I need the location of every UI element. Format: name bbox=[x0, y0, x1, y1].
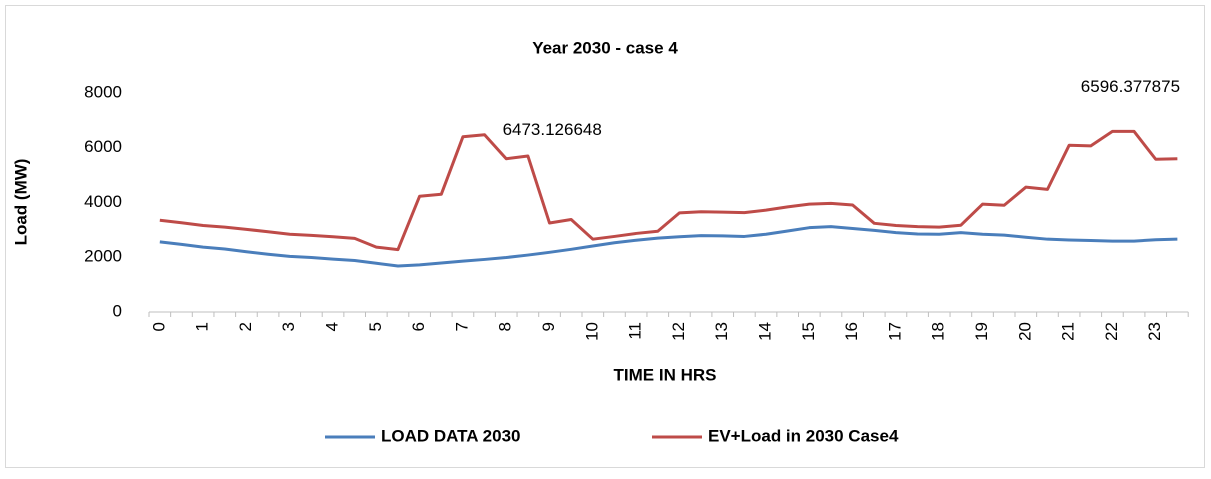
y-tick-label: 0 bbox=[113, 301, 122, 320]
y-tick-label: 2000 bbox=[84, 247, 122, 266]
x-tick-label: 21 bbox=[1059, 322, 1078, 341]
x-tick-label: 20 bbox=[1015, 322, 1034, 341]
y-tick-label: 4000 bbox=[84, 192, 122, 211]
x-tick-label: 1 bbox=[193, 322, 212, 331]
x-tick-label: 16 bbox=[842, 322, 861, 341]
y-axis-title: Load (MW) bbox=[11, 159, 30, 246]
x-tick-label: 12 bbox=[669, 322, 688, 341]
x-tick-label: 7 bbox=[452, 322, 471, 331]
x-axis-title: TIME IN HRS bbox=[614, 365, 717, 384]
x-tick-label: 3 bbox=[279, 322, 298, 331]
x-tick-label: 2 bbox=[236, 322, 255, 331]
legend-label: EV+Load in 2030 Case4 bbox=[708, 426, 899, 445]
y-tick-label: 8000 bbox=[84, 82, 122, 101]
x-tick-label: 22 bbox=[1102, 322, 1121, 341]
x-tick-label: 14 bbox=[756, 322, 775, 341]
chart-title: Year 2030 - case 4 bbox=[532, 38, 678, 57]
x-tick-label: 4 bbox=[323, 322, 342, 331]
x-tick-label: 23 bbox=[1145, 322, 1164, 341]
x-tick-label: 19 bbox=[972, 322, 991, 341]
x-tick-label: 18 bbox=[929, 322, 948, 341]
x-tick-label: 11 bbox=[626, 322, 645, 340]
data-label: 6473.126648 bbox=[503, 120, 602, 139]
line-series bbox=[159, 225, 1178, 268]
x-tick-label: 17 bbox=[885, 322, 904, 341]
x-tick-label: 8 bbox=[496, 322, 515, 331]
x-tick-label: 9 bbox=[539, 322, 558, 331]
x-tick-label: 15 bbox=[799, 322, 818, 341]
x-tick-label: 5 bbox=[366, 322, 385, 331]
x-tick-label: 10 bbox=[582, 322, 601, 341]
data-label: 6596.377875 bbox=[1081, 77, 1180, 96]
x-tick-label: 13 bbox=[712, 322, 731, 341]
x-tick-label: 6 bbox=[409, 322, 428, 331]
x-tick-label: 0 bbox=[149, 322, 168, 331]
y-tick-label: 6000 bbox=[84, 137, 122, 156]
line-series bbox=[159, 129, 1178, 252]
legend-label: LOAD DATA 2030 bbox=[381, 426, 521, 445]
